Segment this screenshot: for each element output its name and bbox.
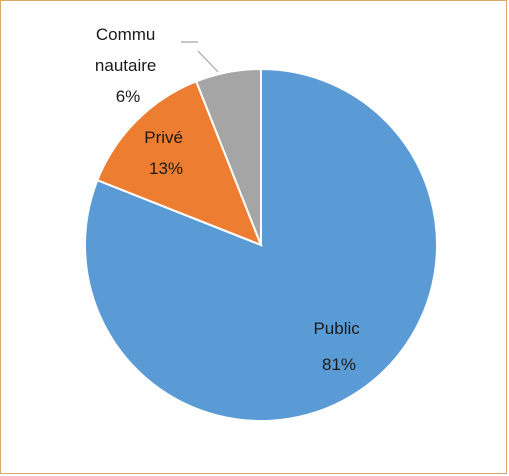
slice-communautaire [194,67,262,246]
slice-public [84,67,438,422]
slice-label-public: Public 81% [313,319,364,374]
leader-line-communautaire [197,50,219,73]
slice-prive [96,80,263,247]
slice-label-prive: Privé 13% [144,128,187,178]
slice-label-communautaire: Commu nautaire 6% [95,25,161,106]
